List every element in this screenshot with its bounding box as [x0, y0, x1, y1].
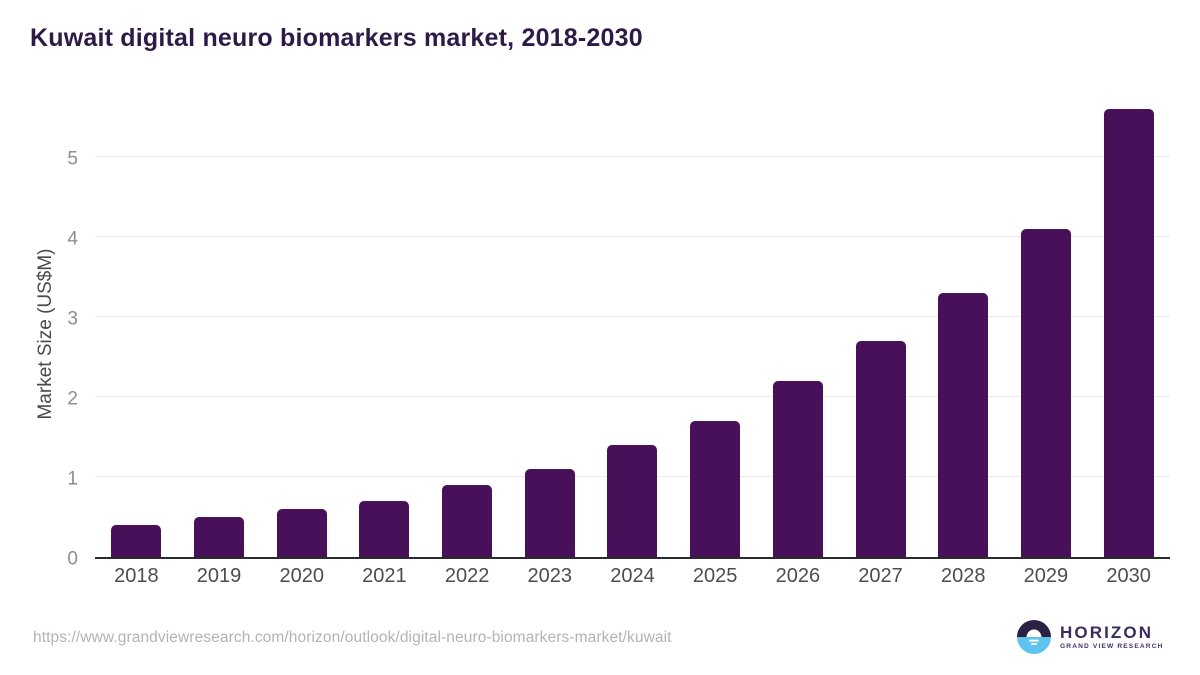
- bar-slot-2024: [591, 109, 674, 557]
- plot-area: [95, 109, 1170, 559]
- bar-slot-2030: [1087, 109, 1170, 557]
- bar-2024: [607, 445, 658, 557]
- bar-slot-2018: [95, 109, 178, 557]
- y-tick-2: 2: [67, 388, 78, 410]
- bar-2030: [1103, 109, 1154, 557]
- bar-slot-2028: [922, 109, 1005, 557]
- y-tick-4: 4: [67, 228, 78, 250]
- logo-tagline: GRAND VIEW RESEARCH: [1060, 642, 1164, 650]
- bar-2022: [442, 485, 493, 557]
- x-label-2026: 2026: [775, 565, 821, 587]
- horizon-logo: HORIZON GRAND VIEW RESEARCH: [1017, 620, 1164, 654]
- logo-wordmark: HORIZON: [1060, 622, 1154, 642]
- bar-slot-2027: [839, 109, 922, 557]
- bar-slot-2023: [508, 109, 591, 557]
- bar-slot-2029: [1005, 109, 1088, 557]
- bar-slot-2020: [260, 109, 343, 557]
- bar-2018: [111, 525, 162, 557]
- bar-2020: [276, 509, 327, 557]
- x-label-2027: 2027: [858, 565, 903, 587]
- bar-slot-2021: [343, 109, 426, 557]
- bar-2029: [1020, 229, 1071, 557]
- gridline-2: [95, 396, 1170, 397]
- x-label-2028: 2028: [940, 565, 986, 587]
- bar-2026: [772, 381, 823, 557]
- bar-slot-2019: [178, 109, 261, 557]
- logo-text-block: HORIZON GRAND VIEW RESEARCH: [1060, 624, 1164, 651]
- bar-series: [95, 109, 1170, 557]
- bar-2027: [855, 341, 906, 557]
- bar-2021: [359, 501, 410, 557]
- bar-slot-2025: [674, 109, 757, 557]
- bar-2028: [938, 293, 989, 557]
- bar-slot-2022: [426, 109, 509, 557]
- gridline-4: [95, 236, 1170, 237]
- x-label-2023: 2023: [527, 565, 573, 587]
- bar-2023: [524, 469, 575, 557]
- bar-2025: [690, 421, 741, 557]
- x-label-2022: 2022: [444, 565, 490, 587]
- y-tick-3: 3: [67, 308, 78, 330]
- x-label-2018: 2018: [114, 565, 159, 587]
- x-label-2025: 2025: [692, 565, 738, 587]
- y-tick-1: 1: [67, 468, 78, 490]
- x-label-2030: 2030: [1106, 565, 1151, 587]
- source-url: https://www.grandviewresearch.com/horizo…: [33, 629, 672, 646]
- x-label-2024: 2024: [610, 565, 655, 587]
- bar-2019: [194, 517, 245, 557]
- x-label-2029: 2029: [1023, 565, 1069, 587]
- chart-title: Kuwait digital neuro biomarkers market, …: [30, 24, 643, 52]
- x-axis-labels: 2018 2019 2020 2021 2022 2023 2024 2025 2026 2027…: [95, 565, 1170, 588]
- x-label-2020: 2020: [279, 565, 324, 587]
- y-tick-0: 0: [67, 548, 78, 570]
- y-axis-tick-labels: 0 1 2 3 4 5: [30, 109, 78, 569]
- gridline-3: [95, 316, 1170, 317]
- bar-slot-2026: [757, 109, 840, 557]
- horizon-logo-icon: [1017, 620, 1051, 654]
- y-tick-5: 5: [67, 148, 78, 170]
- x-label-2019: 2019: [196, 565, 242, 587]
- x-label-2021: 2021: [362, 565, 407, 587]
- gridline-5: [95, 156, 1170, 157]
